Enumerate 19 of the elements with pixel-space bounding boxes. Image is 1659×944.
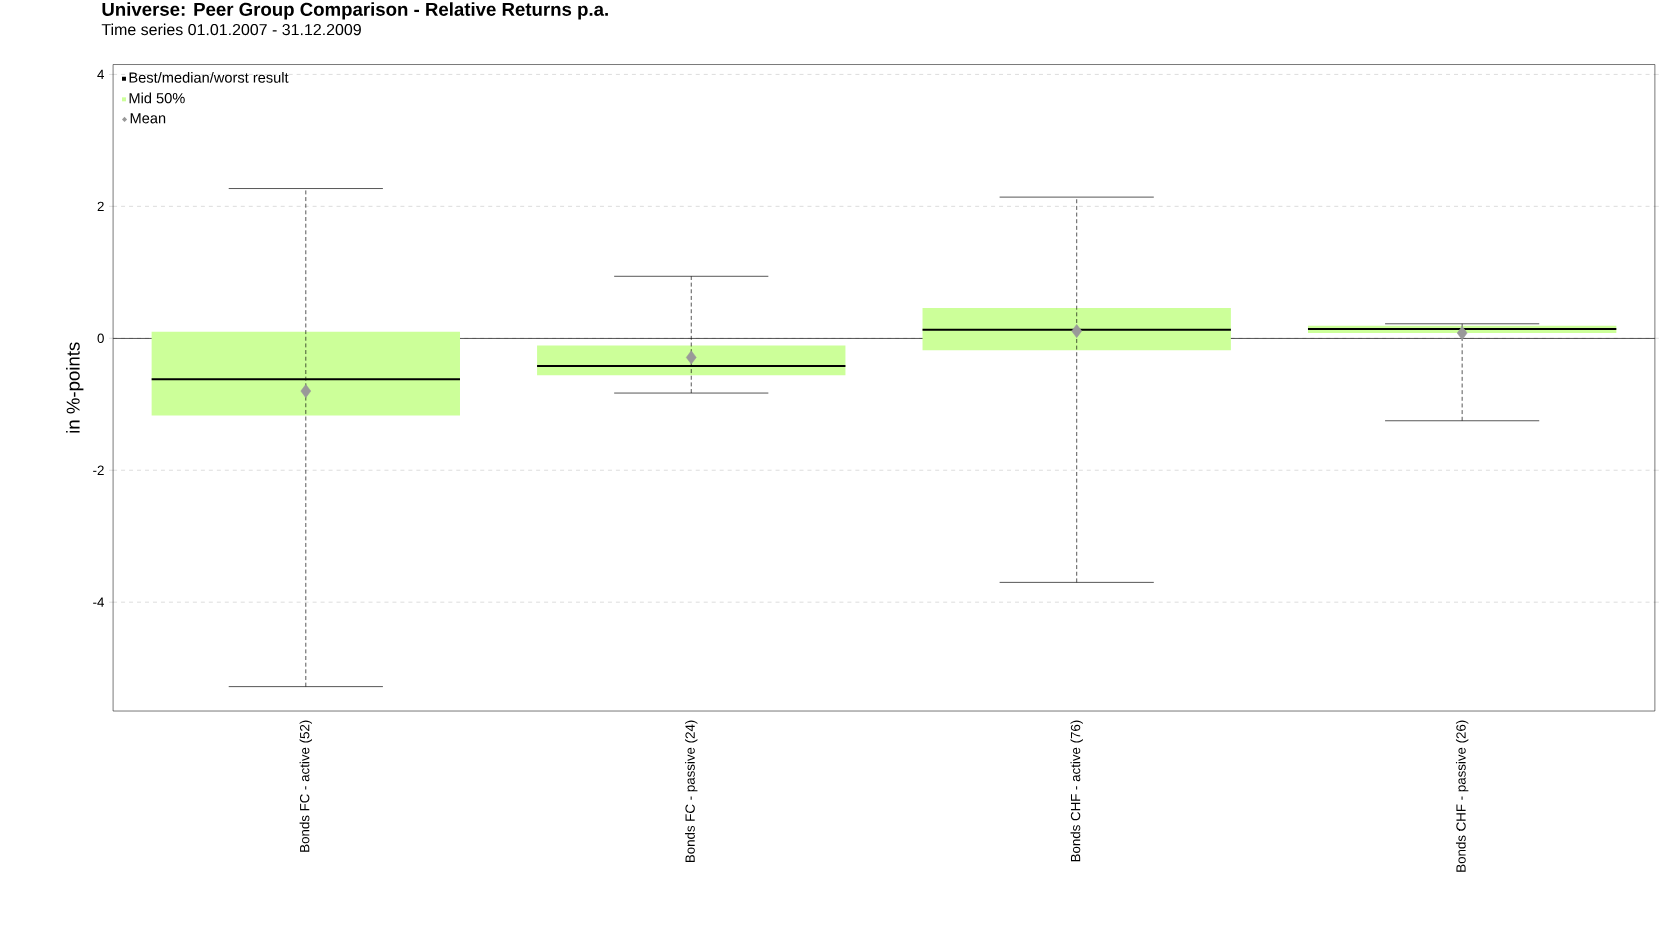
y-axis-title: in %-points xyxy=(66,342,84,433)
y-tick-label: 2 xyxy=(97,201,104,212)
y-tick-label: -4 xyxy=(93,597,104,607)
y-tick-label: 4 xyxy=(97,69,105,80)
chart-title: Universe: Peer Group Comparison - Relative Returns p.a. xyxy=(102,2,608,20)
chart-subtitle: Time series 01.01.2007 - 31.12.2009 xyxy=(101,23,361,36)
legend-label: Mid 50% xyxy=(129,92,185,104)
point xyxy=(686,350,697,365)
x-tick-label: Bonds FC - active (52) xyxy=(299,720,312,852)
x-tick-label: Bonds CHF - active (76) xyxy=(1070,720,1083,862)
point xyxy=(1456,326,1468,341)
annotation: Best/median/worst result xyxy=(129,72,289,83)
point xyxy=(1071,324,1082,339)
point xyxy=(300,384,312,399)
y-tick-label: -2 xyxy=(93,465,104,475)
x-tick-label: Bonds CHF - passive (26) xyxy=(1455,720,1469,872)
legend-label: Mean xyxy=(130,113,166,124)
y-tick-label: 0 xyxy=(97,333,104,344)
x-tick-label: Bonds FC - passive (24) xyxy=(685,720,698,863)
